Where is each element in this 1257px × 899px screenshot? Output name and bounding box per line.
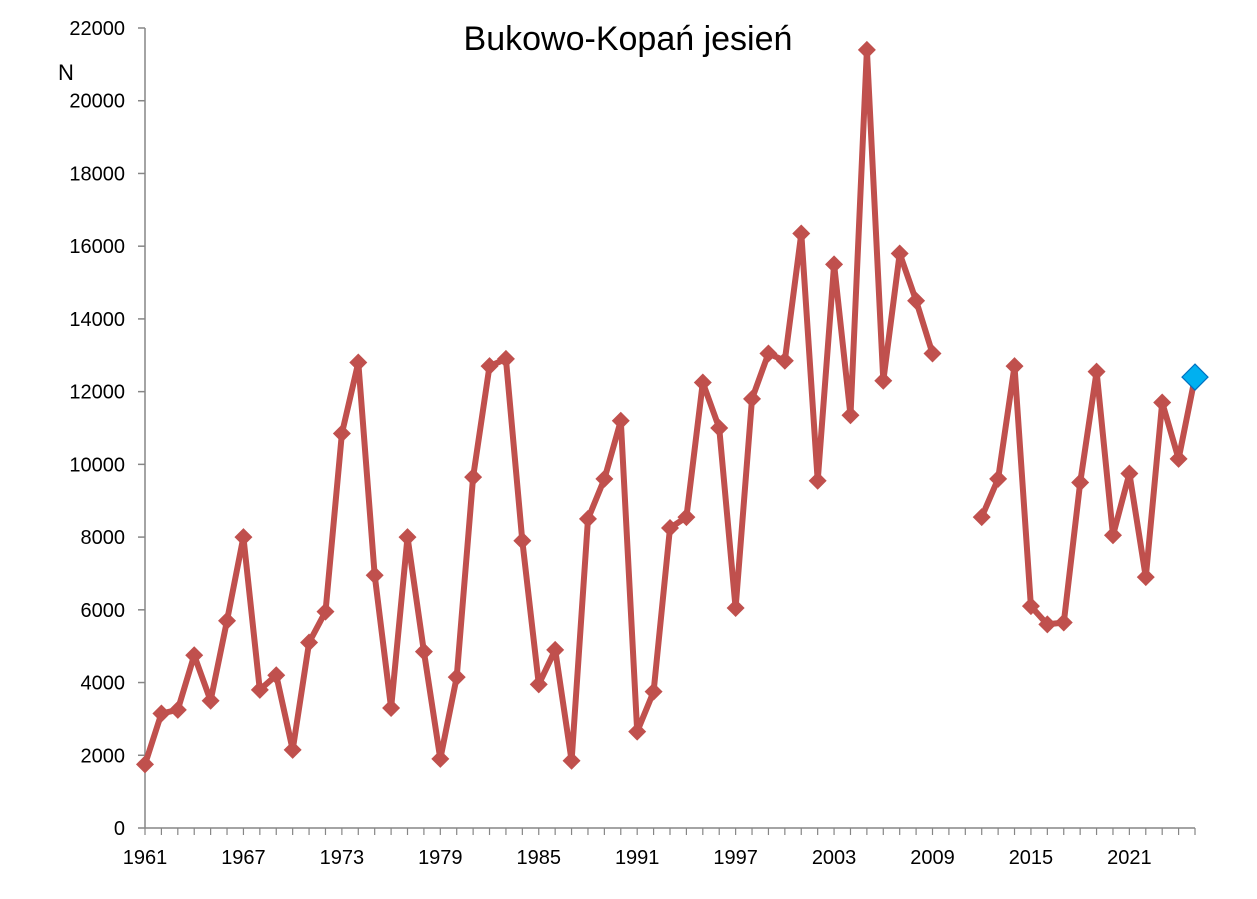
- data-point-marker: [726, 599, 745, 617]
- data-point-marker: [332, 424, 351, 443]
- data-point-marker: [841, 406, 860, 425]
- data-point-marker: [874, 371, 893, 390]
- data-point-marker: [857, 40, 876, 59]
- data-point-marker: [431, 749, 450, 768]
- y-tick-label: 6000: [81, 600, 126, 622]
- x-tick-label: 2015: [1009, 847, 1054, 869]
- data-point-marker: [1005, 357, 1024, 376]
- y-tick-label: 14000: [69, 309, 125, 331]
- x-tick-label: 1991: [615, 847, 660, 869]
- x-tick-label: 1997: [713, 847, 758, 869]
- data-point-marker: [480, 357, 499, 376]
- data-point-marker: [201, 691, 220, 710]
- y-tick-label: 18000: [69, 163, 125, 185]
- data-point-marker: [513, 531, 532, 550]
- y-ticks: 0 2000 4000 6000 8000 10000 12000 14000 16000 180…: [69, 18, 145, 840]
- data-point-marker: [250, 680, 269, 699]
- data-point-marker: [890, 244, 909, 263]
- y-tick-label: 0: [114, 818, 125, 840]
- data-point-marker: [595, 469, 614, 488]
- y-tick-label: 20000: [69, 91, 125, 113]
- y-tick-label: 8000: [81, 527, 126, 549]
- data-point-marker: [578, 509, 597, 528]
- data-point-marker: [1021, 597, 1040, 616]
- data-point-marker: [1087, 362, 1106, 381]
- y-tick-label: 16000: [69, 236, 125, 258]
- data-point-marker: [1120, 464, 1139, 483]
- data-point-marker: [267, 666, 286, 685]
- data-point-marker: [792, 224, 811, 243]
- x-tick-label: 2021: [1107, 847, 1152, 869]
- y-tick-label: 22000: [69, 18, 125, 40]
- data-point-marker: [168, 700, 187, 719]
- series-layer: [136, 40, 1209, 774]
- data-point-marker: [562, 751, 581, 770]
- data-point-marker: [414, 642, 433, 661]
- x-tick-label: 1973: [320, 847, 365, 869]
- data-point-marker: [1169, 449, 1188, 468]
- data-point-marker: [972, 508, 991, 527]
- x-tick-label: 1961: [123, 847, 168, 869]
- data-point-marker: [152, 704, 171, 723]
- data-point-marker: [710, 419, 729, 437]
- data-point-marker: [989, 469, 1008, 488]
- data-point-marker: [234, 528, 253, 547]
- data-point-marker: [464, 468, 483, 487]
- data-point-marker: [185, 646, 204, 665]
- data-point-marker: [398, 528, 417, 547]
- y-tick-label: 10000: [69, 454, 125, 476]
- y-tick-label: 2000: [81, 745, 126, 767]
- data-point-marker: [923, 344, 942, 363]
- y-axis-label: N: [58, 60, 74, 85]
- series-line: [978, 363, 1198, 628]
- data-point-marker: [1153, 393, 1172, 412]
- y-tick-label: 4000: [81, 673, 126, 695]
- data-point-marker: [1071, 473, 1090, 492]
- data-point-marker: [693, 373, 712, 392]
- data-point-marker: [1054, 613, 1073, 632]
- data-point-marker: [382, 699, 401, 717]
- x-tick-label: 1985: [517, 847, 562, 869]
- data-point-marker: [825, 255, 844, 274]
- data-point-marker: [300, 633, 319, 652]
- data-point-marker: [546, 640, 565, 659]
- data-point-marker: [218, 611, 237, 630]
- data-point-marker: [775, 351, 794, 370]
- data-point-marker: [759, 344, 778, 363]
- series-line: [142, 46, 936, 766]
- data-point-marker: [1103, 526, 1122, 545]
- data-point-marker: [808, 471, 827, 490]
- data-point-marker: [661, 519, 679, 537]
- x-tick-label: 1967: [221, 847, 266, 869]
- x-ticks: 1961 1967 1973 1979 1985 1991 1997 2003 2009 2015…: [123, 828, 1196, 869]
- highlight-point-marker: [1181, 363, 1209, 391]
- x-tick-label: 2003: [812, 847, 857, 869]
- data-point-marker: [283, 740, 302, 759]
- data-point-marker: [1136, 568, 1155, 587]
- data-point-marker: [447, 668, 466, 687]
- data-point-marker: [349, 353, 368, 372]
- data-point-marker: [611, 411, 630, 430]
- x-tick-label: 2009: [910, 847, 955, 869]
- x-tick-label: 1979: [418, 847, 463, 869]
- data-point-marker: [644, 682, 663, 701]
- chart-title: Bukowo-Kopań jesień: [464, 20, 793, 58]
- data-point-marker: [365, 566, 384, 585]
- data-point-marker: [1038, 615, 1057, 634]
- data-point-marker: [136, 755, 154, 774]
- y-tick-label: 12000: [69, 382, 125, 404]
- data-point-marker: [496, 349, 515, 368]
- data-point-marker: [316, 602, 335, 621]
- data-point-marker: [907, 291, 926, 310]
- data-point-marker: [743, 389, 762, 408]
- data-point-marker: [628, 722, 647, 741]
- data-point-marker: [529, 675, 548, 694]
- data-point-marker: [677, 508, 696, 527]
